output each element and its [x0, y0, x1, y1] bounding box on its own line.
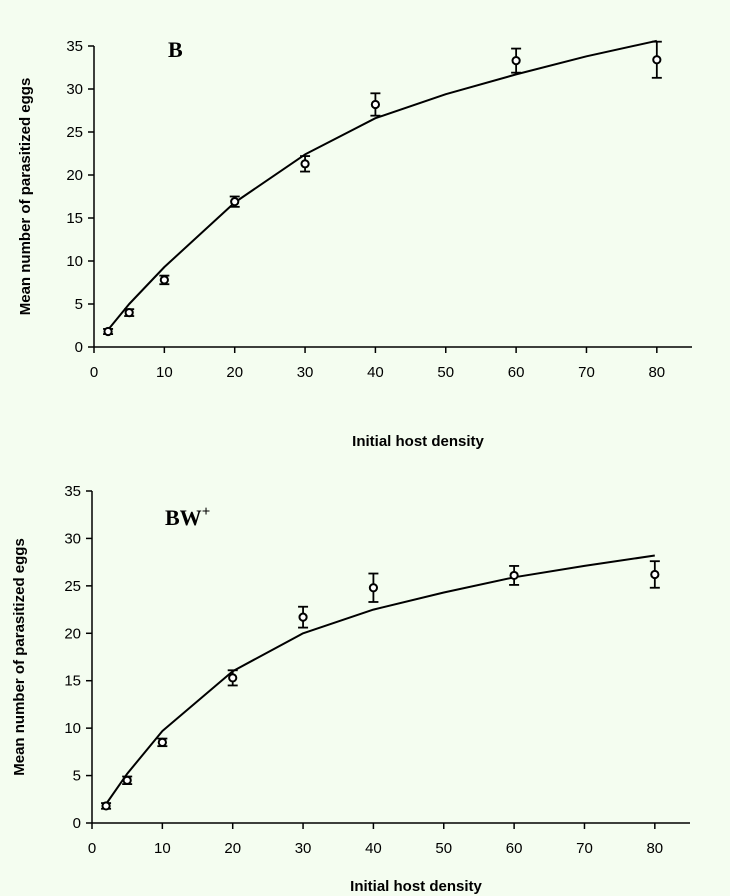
panel-label: BW+: [165, 504, 210, 530]
x-tick-label: 10: [156, 364, 173, 381]
x-tick-label: 30: [297, 364, 314, 381]
panel-label-text: B: [168, 37, 183, 62]
y-tick-label: 25: [64, 578, 81, 595]
data-point-group: [509, 565, 520, 586]
y-tick-label: 30: [66, 81, 83, 98]
data-point-group: [227, 669, 238, 687]
y-axis-title: Mean number of parasitized eggs: [17, 78, 34, 316]
x-tick-label: 60: [506, 840, 523, 857]
data-point: [368, 583, 379, 593]
y-tick-label: 35: [66, 38, 83, 55]
data-point: [650, 569, 660, 580]
panel-label: B: [168, 37, 183, 62]
y-tick-label: 0: [73, 815, 81, 832]
data-point: [511, 56, 521, 66]
y-tick-label: 35: [64, 483, 81, 500]
chart-panel-2: 0 5 10 15 20 25 30 35 0 10 20 30 40 50 60 70 80 Initial h…: [11, 483, 690, 895]
y-tick-label: 5: [75, 296, 83, 313]
x-tick-label: 0: [88, 840, 96, 857]
y-tick-label: 20: [64, 625, 81, 642]
data-point: [103, 326, 113, 337]
data-point-group: [157, 737, 168, 748]
x-tick-label: 80: [646, 840, 663, 857]
data-point: [122, 775, 132, 785]
x-tick-label: 60: [508, 364, 525, 381]
chart-panel-1: 0 5 10 15 20 25 30 35 0 10 20 30 40 50 60 70 80 Initial h…: [17, 37, 692, 450]
y-tick-label: 15: [66, 210, 83, 227]
x-tick-label: 0: [90, 364, 98, 381]
data-point-group: [649, 560, 660, 589]
data-point: [370, 99, 381, 110]
y-tick-label: 20: [66, 167, 83, 184]
data-point-group: [300, 155, 311, 173]
y-tick-label: 25: [66, 124, 83, 141]
fitted-curve-line: [105, 554, 655, 805]
x-tick-label: 70: [576, 840, 593, 857]
x-tick-label: 50: [435, 840, 452, 857]
data-point-group: [511, 47, 522, 74]
data-point: [157, 737, 167, 747]
x-tick-label: 20: [224, 840, 241, 857]
y-tick-label: 10: [66, 253, 83, 270]
data-point-group: [368, 572, 379, 603]
data-point: [509, 570, 519, 581]
data-point: [228, 673, 238, 683]
x-tick-label: 80: [648, 364, 665, 381]
x-axis-title: Initial host density: [350, 878, 482, 895]
data-point: [101, 801, 111, 811]
y-tick-label: 10: [64, 720, 81, 737]
fitted-curve-line: [107, 39, 658, 331]
y-tick-label: 0: [75, 339, 83, 356]
data-point-group: [298, 605, 309, 629]
data-point-group: [651, 40, 662, 79]
x-tick-label: 50: [437, 364, 454, 381]
data-point: [159, 275, 169, 285]
y-tick-label: 30: [64, 530, 81, 547]
data-point-group: [101, 801, 112, 811]
x-tick-label: 40: [367, 364, 384, 381]
data-point: [652, 55, 662, 65]
y-tick-label: 15: [64, 673, 81, 690]
data-point-group: [229, 195, 240, 208]
data-point-group: [159, 274, 170, 286]
y-tick-label: 5: [73, 768, 81, 785]
data-point-group: [370, 92, 381, 117]
y-axis-title: Mean number of parasitized eggs: [11, 538, 28, 776]
data-point: [230, 197, 240, 207]
data-point: [298, 612, 308, 622]
x-tick-label: 20: [226, 364, 243, 381]
x-tick-label: 30: [295, 840, 312, 857]
data-point-group: [122, 775, 133, 786]
data-point-group: [124, 308, 135, 318]
x-tick-label: 10: [154, 840, 171, 857]
x-axis-title: Initial host density: [352, 433, 484, 450]
x-tick-label: 40: [365, 840, 382, 857]
data-point: [124, 308, 134, 318]
panel-label-superscript: +: [202, 504, 211, 520]
data-point-group: [103, 326, 114, 337]
panel-label-text: BW: [165, 505, 202, 530]
x-tick-label: 70: [578, 364, 595, 381]
data-point: [300, 159, 310, 169]
